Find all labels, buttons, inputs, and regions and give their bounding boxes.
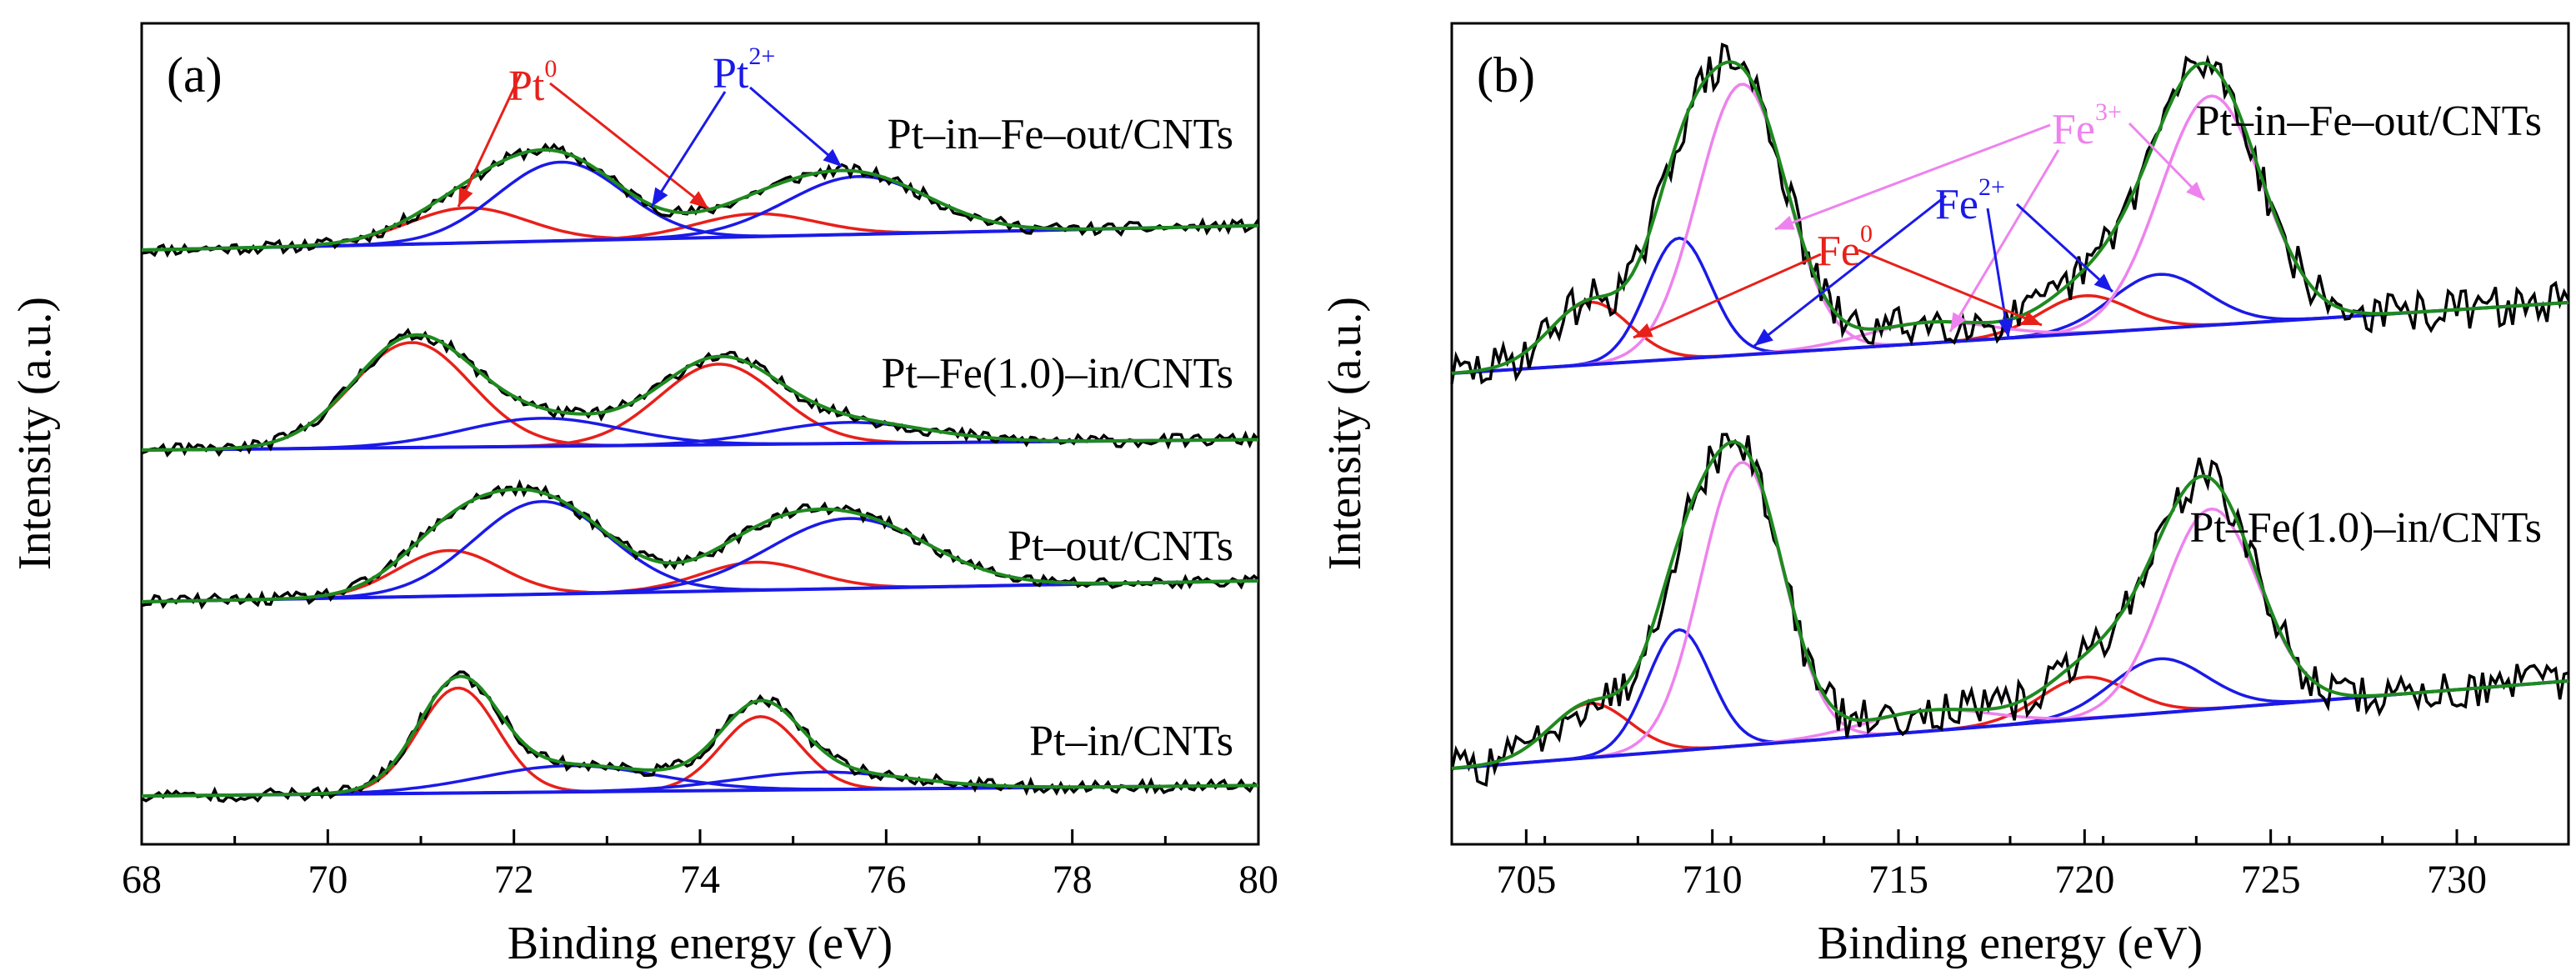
arrow-fe2plus-2-head [1998, 318, 2013, 338]
panel-a-pt4f: 68 70 72 74 76 78 80 (a) Binding energy (eV) I… [9, 22, 1278, 969]
x-tick-label: 720 [2054, 858, 2114, 902]
arrow-fe2plus-1 [1753, 194, 1947, 348]
panel-b-xlabel: Binding energy (eV) [1818, 918, 2203, 969]
envelope-curve [142, 674, 1258, 798]
annotation-fe2plus: Fe2+ [1935, 173, 2005, 228]
arrow-fe0-1-head [1633, 323, 1653, 338]
panel-b-series-label-1: Pt–Fe(1.0)–in/CNTs [2190, 504, 2543, 552]
x-tick-label: 72 [494, 858, 534, 902]
panel-b-label: (b) [1477, 48, 1535, 103]
panel-a-ticks: 68 70 72 74 76 78 80 [122, 829, 1278, 902]
x-tick-label: 78 [1053, 858, 1093, 902]
envelope-curve [141, 333, 1258, 452]
x-tick-label: 74 [680, 858, 720, 902]
arrow-fe3plus-2 [1948, 149, 2060, 333]
x-tick-label: 68 [122, 858, 162, 902]
arrow-fe2plus-1-head [1754, 328, 1773, 346]
panel-a-series-label-1: Pt–Fe(1.0)–in/CNTs [882, 350, 1234, 398]
envelope-curve [141, 148, 1259, 252]
arrow-fe3plus-1 [1774, 123, 2051, 231]
arrow-fe3plus-2-head [1950, 312, 1966, 332]
x-tick-label: 730 [2427, 858, 2487, 902]
measured-curve [141, 478, 1260, 610]
arrow-fe2plus-2 [1986, 208, 2010, 338]
x-tick-label: 80 [1238, 858, 1278, 902]
panel-a-ylabel: Intensity (a.u.) [9, 297, 61, 570]
x-tick-label: 710 [1683, 858, 1743, 902]
panel-b-frame [1450, 22, 2570, 846]
measured-curve [141, 143, 1260, 258]
measured-curve [1450, 43, 2570, 385]
series-Pt-in/CNTs [141, 670, 1259, 803]
arrow-pt2plus-1-head [652, 187, 668, 207]
arrow-fe0-2 [1858, 248, 2043, 327]
panel-a-series-label-3: Pt–in/CNTs [1029, 718, 1233, 765]
arrow-fe2plus-3 [2015, 203, 2114, 293]
arrow-pt2plus-2 [749, 86, 843, 168]
x-tick-label: 76 [866, 858, 906, 902]
envelope-curve [1451, 440, 2569, 770]
x-tick-label: 725 [2241, 858, 2301, 902]
arrow-fe2plus-3-head [2093, 273, 2113, 292]
panel-b-annotations: Fe3+ Fe2+ Fe0 [1633, 98, 2206, 348]
panel-b-curves [1450, 43, 2570, 787]
panel-a-label: (a) [167, 48, 223, 103]
measured-curve [1450, 433, 2569, 787]
panel-b-ylabel: Intensity (a.u.) [1319, 297, 1371, 570]
x-tick-label: 705 [1496, 858, 1556, 902]
series-Pt-in-Fe-out/CNTs [1450, 43, 2570, 385]
series-Pt-in-Fe-out/CNTs [141, 143, 1260, 258]
panel-b-fe2p: 705 710 715 720 725 730 (b) Binding energy (e… [1319, 22, 2570, 969]
panel-b-series-label-0: Pt–in–Fe–out/CNTs [2196, 98, 2542, 145]
panel-a-series-label-2: Pt–out/CNTs [1008, 523, 1233, 570]
series-Pt-out/CNTs [141, 478, 1260, 610]
arrow-pt0-2 [549, 82, 709, 210]
panel-a-curves [141, 143, 1260, 803]
envelope-curve [141, 488, 1259, 603]
arrow-fe3plus-3-head [2186, 181, 2204, 200]
peak-Fe2+-709.1 [1451, 236, 2569, 375]
arrow-pt0-2-head [689, 191, 708, 208]
x-tick-label: 70 [308, 858, 348, 902]
panel-a-annotations: Pt0 Pt2+ [457, 43, 843, 210]
panel-a-series-label-0: Pt–in–Fe–out/CNTs [888, 111, 1233, 158]
annotation-fe0: Fe0 [1817, 220, 1873, 275]
arrow-pt2plus-1 [650, 91, 727, 208]
series-Pt-Fe(1.0)-in/CNTs [1450, 433, 2569, 787]
arrow-fe0-1 [1633, 253, 1822, 339]
panel-b-ticks: 705 710 715 720 725 730 [1450, 829, 2570, 902]
panel-a-xlabel: Binding energy (eV) [508, 918, 893, 969]
arrow-pt2plus-2-head [823, 148, 842, 167]
annotation-pt2plus: Pt2+ [713, 43, 775, 98]
series-Pt-Fe(1.0)-in/CNTs [141, 328, 1260, 458]
annotation-fe3plus: Fe3+ [2052, 98, 2122, 153]
arrow-pt0-1 [457, 73, 523, 208]
x-tick-label: 715 [1868, 858, 1928, 902]
arrow-fe0-2-head [2022, 311, 2042, 325]
arrow-fe3plus-1-head [1775, 215, 1795, 230]
arrow-pt0-1-head [458, 187, 473, 207]
